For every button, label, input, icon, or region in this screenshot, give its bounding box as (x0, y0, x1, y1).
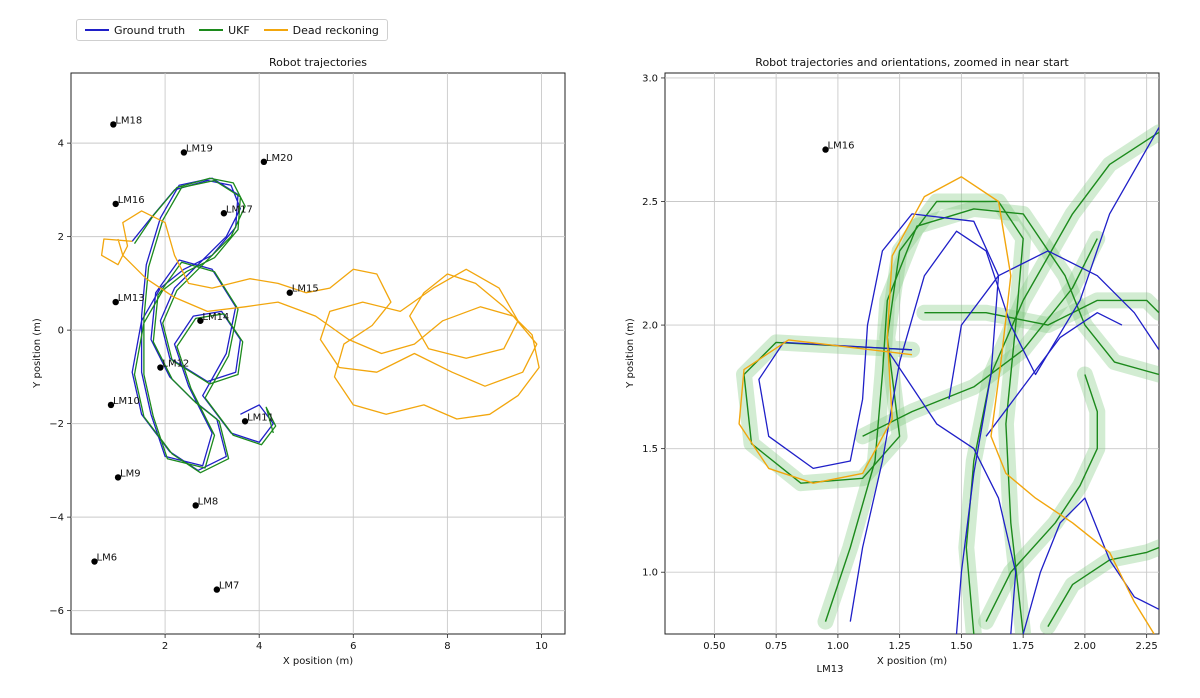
right-series-ukf (985, 374, 1098, 622)
left-y-tick-label: −2 (49, 419, 64, 430)
right-x-tick-label: 2.25 (1136, 641, 1158, 652)
right-tick-labels: 0.50 0.75 1.00 1.25 1.50 1.75 2.00 2.25 1.0 1.5 2.… (642, 73, 1158, 652)
left-landmark-lm6 (91, 558, 98, 565)
left-y-axis-label: Y position (m) (32, 318, 43, 389)
right-x-tick-label: 0.50 (703, 641, 725, 652)
left-landmark-lm20 (260, 158, 268, 166)
left-chart-title: Robot trajectories (269, 56, 367, 69)
left-landmark-label-lm8: LM8 (198, 496, 219, 507)
left-y-tick-label: 0 (58, 326, 64, 337)
legend: Ground truth UKF Dead reckoning (76, 19, 388, 41)
left-landmark-label-lm17: LM17 (226, 204, 253, 215)
right-landmark-lm16 (822, 146, 829, 153)
left-y-tick-label: −6 (49, 606, 64, 617)
right-series-ground-truth (849, 127, 1159, 622)
left-landmark-lm14 (197, 317, 204, 324)
left-landmark-label-lm13: LM13 (118, 293, 145, 304)
right-plot-area (664, 72, 1160, 635)
right-y-axis-label: Y position (m) (625, 318, 636, 389)
right-series-dead-reckoning (738, 176, 1155, 634)
legend-swatch-ground-truth (85, 29, 109, 31)
right-series-ground-truth (948, 250, 1159, 400)
left-landmark-label-lm9: LM9 (120, 468, 141, 479)
left-y-tick-label: 4 (58, 139, 64, 150)
left-y-tick-label: −4 (49, 513, 64, 524)
right-chart-title: Robot trajectories and orientations, zoo… (755, 56, 1069, 69)
right-x-tick-label: 1.75 (1012, 641, 1034, 652)
right-gridlines (665, 73, 1159, 634)
legend-item-dead-reckoning: Dead reckoning (263, 23, 379, 37)
left-landmark-lm11 (241, 418, 249, 425)
left-landmark-label-lm6: LM6 (97, 553, 118, 564)
left-landmark-lm19 (180, 149, 188, 156)
right-y-tick-label: 2.0 (642, 321, 658, 332)
legend-item-ukf: UKF (199, 24, 250, 37)
left-series-dead-reckoning (100, 210, 540, 420)
right-x-axis-label: X position (m) (877, 656, 947, 667)
right-landmarks: LM16 (822, 141, 854, 153)
left-landmark-label-lm18: LM18 (115, 115, 142, 126)
left-landmark-label-lm12: LM12 (162, 359, 189, 370)
right-y-tick-label: 3.0 (642, 73, 658, 84)
right-series-ground-truth (758, 213, 1000, 634)
left-landmark-lm17 (220, 210, 228, 217)
right-series-lines (736, 124, 1159, 634)
right-y-tick-label: 2.5 (642, 197, 658, 208)
left-landmark-lm18 (110, 121, 117, 128)
left-landmark-label-lm16: LM16 (118, 195, 145, 206)
left-landmark-label-lm20: LM20 (266, 153, 293, 164)
left-landmark-label-lm14: LM14 (202, 312, 229, 323)
right-landmark-label-lm16: LM16 (828, 141, 855, 152)
right-y-tick-label: 1.5 (642, 444, 658, 455)
left-plot-area (70, 72, 566, 635)
left-landmark-lm10 (107, 401, 115, 409)
left-landmark-lm15 (286, 289, 293, 296)
right-y-tick-label: 1.0 (642, 568, 658, 579)
legend-label-ukf: UKF (228, 23, 250, 37)
left-series-ukf (133, 177, 277, 474)
left-gridlines (71, 73, 565, 634)
right-x-tick-label: 1.25 (889, 641, 911, 652)
left-landmark-lm13 (112, 298, 119, 306)
left-y-tick-label: 2 (58, 232, 64, 243)
legend-label-dead-reckoning: Dead reckoning (292, 23, 379, 37)
right-x-tick-label: 1.00 (827, 641, 849, 652)
right-x-tick-label: 2.00 (1074, 641, 1096, 652)
right-x-tick-label: 1.50 (950, 641, 972, 652)
left-tick-labels: 2 4 6 8 10 −6 −4 −2 0 2 4 (49, 139, 548, 652)
legend-swatch-ukf (199, 29, 224, 31)
left-landmark-label-lm11: LM11 (247, 412, 274, 423)
left-x-tick-label: 8 (444, 641, 450, 652)
left-landmark-label-lm15: LM15 (292, 284, 319, 295)
left-x-tick-label: 6 (350, 641, 356, 652)
left-chart: LM18 LM19 LM20 LM16 LM17 LM15 LM13 LM14 LM12 LM10… (32, 56, 566, 667)
right-series-ukf (743, 200, 1024, 634)
legend-item-ground-truth: Ground truth (85, 24, 185, 37)
left-series-lines (100, 177, 540, 474)
right-x-tick-label: 0.75 (765, 641, 787, 652)
legend-label-ground-truth: Ground truth (114, 23, 186, 37)
left-landmark-label-lm19: LM19 (186, 143, 213, 154)
left-landmark-lm8 (192, 502, 199, 509)
left-landmark-lm7 (213, 586, 221, 593)
left-landmark-label-lm10: LM10 (113, 396, 140, 407)
left-x-tick-label: 2 (162, 641, 168, 652)
right-series-ground-truth (886, 349, 1017, 634)
right-series-ukf (862, 238, 1098, 437)
right-chart: LM16 0.50 0.75 1.00 1.25 1.50 1.75 2.00 2.25 1.0… (625, 56, 1160, 675)
right-below-axis-label: LM13 (817, 664, 844, 675)
left-landmark-lm12 (157, 364, 164, 371)
left-x-tick-label: 10 (535, 641, 548, 652)
left-landmarks: LM18 LM19 LM20 LM16 LM17 LM15 LM13 LM14 LM12 LM10… (91, 115, 319, 593)
right-series-ground-truth (985, 312, 1123, 437)
right-series-ukf (965, 131, 1159, 634)
legend-swatch-dead-reckoning (263, 29, 288, 31)
left-landmark-lm16 (112, 200, 119, 208)
left-landmark-lm9 (114, 474, 122, 481)
right-series-ground-truth (1022, 497, 1159, 634)
left-landmark-label-lm7: LM7 (219, 581, 240, 592)
left-x-tick-label: 4 (256, 641, 262, 652)
left-x-axis-label: X position (m) (283, 656, 353, 667)
